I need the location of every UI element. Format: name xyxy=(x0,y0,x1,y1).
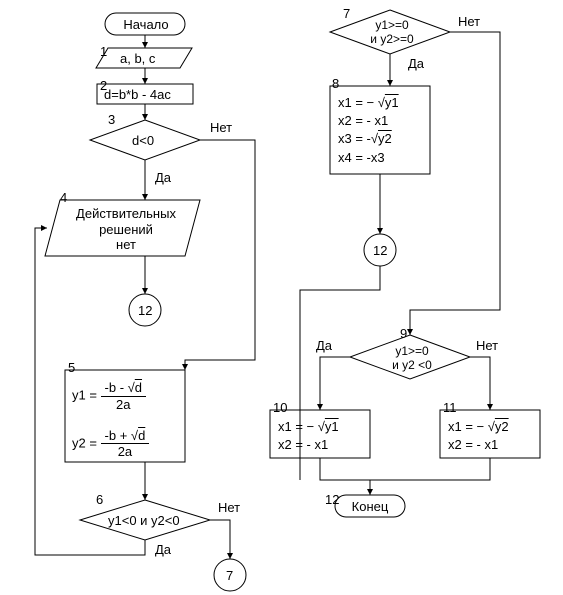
n11-formula: x1 = − √y2 x2 = - x1 xyxy=(448,418,509,454)
c12a-label: 12 xyxy=(138,303,152,319)
tag-8: 8 xyxy=(332,76,339,91)
c7-label: 7 xyxy=(226,568,233,584)
io-n1-label: a, b, c xyxy=(120,51,155,67)
n2-text: d=b*b - 4ac xyxy=(104,87,171,103)
n6-no: Нет xyxy=(218,500,240,515)
n3-yes: Да xyxy=(155,170,171,185)
c12b-label: 12 xyxy=(373,243,387,259)
tag-10: 10 xyxy=(273,400,287,415)
tag-4: 4 xyxy=(60,190,67,205)
n8-formula: x1 = − √y1 x2 = - x1 x3 = -√y2 x4 = -x3 xyxy=(338,94,399,167)
n6-yes: Да xyxy=(155,542,171,557)
n6-text: y1<0 и y2<0 xyxy=(108,513,180,529)
n7-no: Нет xyxy=(458,14,480,29)
tag-5: 5 xyxy=(68,360,75,375)
tag-6: 6 xyxy=(96,492,103,507)
n9-text: y1>=0 и y2 <0 xyxy=(384,344,440,373)
tag-9: 9 xyxy=(400,326,407,341)
tag-11: 11 xyxy=(443,400,457,415)
tag-1: 1 xyxy=(100,44,107,59)
tag-7: 7 xyxy=(343,6,350,21)
n4-text: Действительных решений нет xyxy=(56,206,196,253)
n9-no: Нет xyxy=(476,338,498,353)
end-label: Конец xyxy=(340,499,400,515)
n10-formula: x1 = − √y1 x2 = - x1 xyxy=(278,418,339,454)
n9-yes: Да xyxy=(316,338,332,353)
n5-formula: y1 = -b - √d2a y2 = -b + √d2a xyxy=(72,380,178,460)
n7-yes: Да xyxy=(408,56,424,71)
tag-3: 3 xyxy=(108,112,115,127)
tag-12: 12 xyxy=(325,492,339,507)
start-label: Начало xyxy=(111,17,181,33)
flowchart-canvas xyxy=(0,0,563,595)
n7-text: y1>=0 и y2>=0 xyxy=(364,18,420,47)
n3-no: Нет xyxy=(210,120,232,135)
n3-text: d<0 xyxy=(132,133,154,149)
